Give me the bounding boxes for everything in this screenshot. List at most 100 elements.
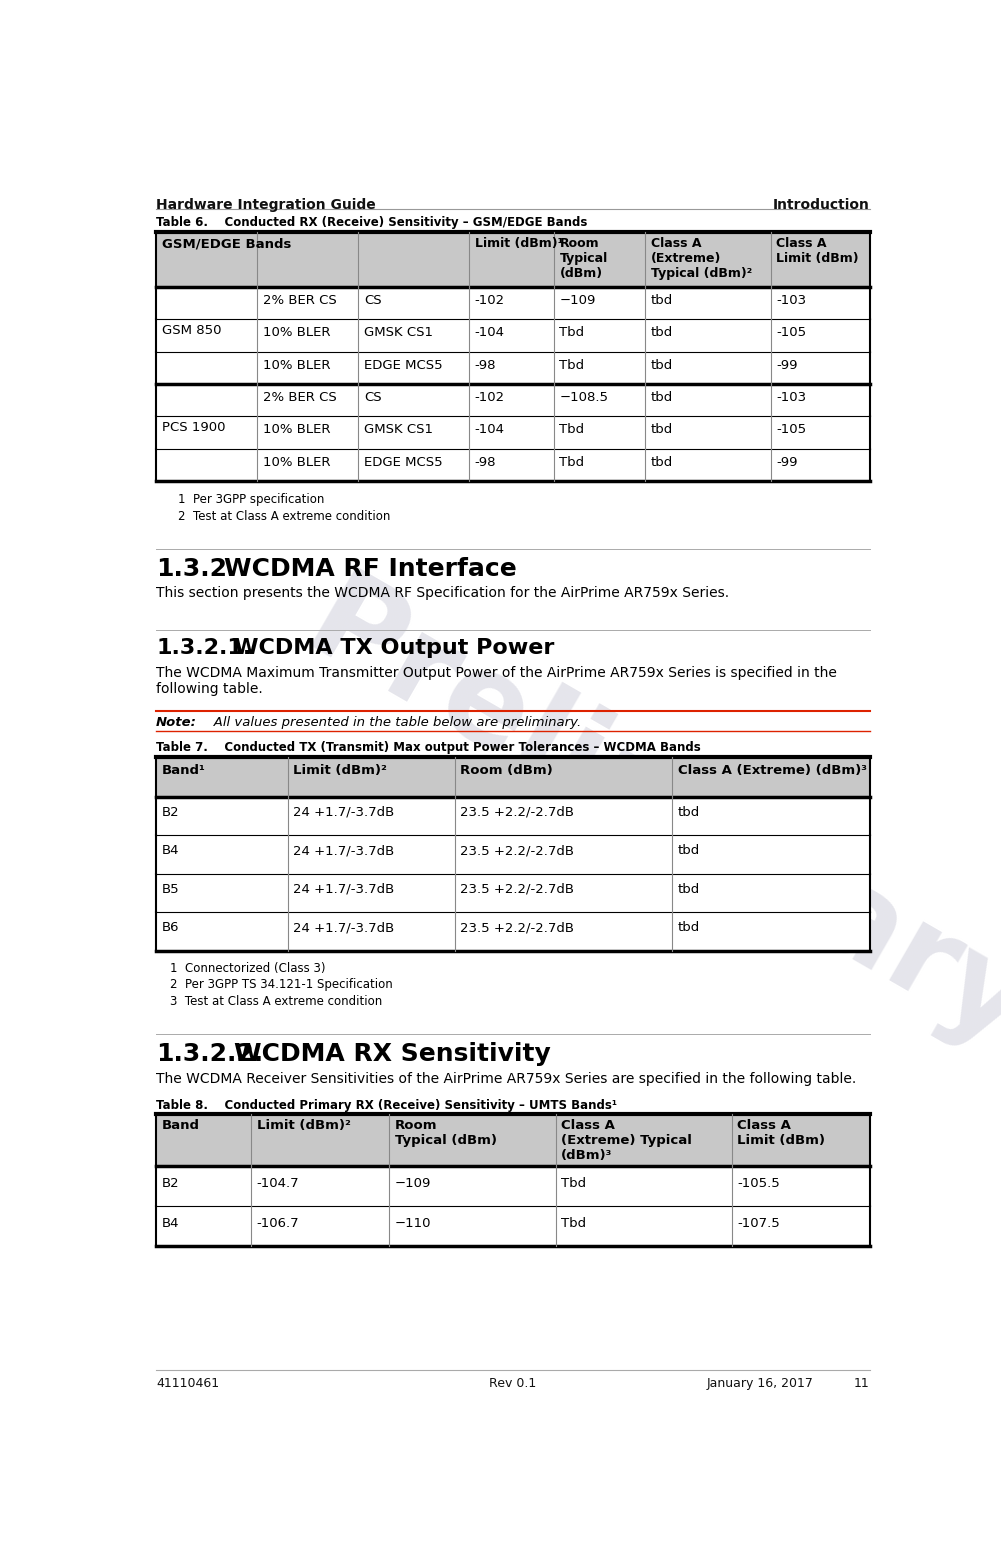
Text: 2  Per 3GPP TS 34.121-1 Specification: 2 Per 3GPP TS 34.121-1 Specification bbox=[170, 979, 392, 992]
Text: -105: -105 bbox=[776, 327, 806, 339]
Text: GSM 850: GSM 850 bbox=[161, 324, 221, 338]
Text: Preliminary: Preliminary bbox=[285, 563, 1001, 1076]
Text: EDGE MCS5: EDGE MCS5 bbox=[363, 455, 442, 469]
Text: 10% BLER: 10% BLER bbox=[262, 424, 330, 436]
Text: -102: -102 bbox=[474, 294, 505, 307]
Text: -104: -104 bbox=[474, 327, 505, 339]
Text: Hardware Integration Guide: Hardware Integration Guide bbox=[156, 199, 375, 213]
Text: 24 +1.7/-3.7dB: 24 +1.7/-3.7dB bbox=[293, 921, 394, 934]
Text: 1.3.2.1.: 1.3.2.1. bbox=[156, 638, 251, 658]
Text: EDGE MCS5: EDGE MCS5 bbox=[363, 358, 442, 372]
Text: tbd: tbd bbox=[678, 884, 700, 896]
Text: tbd: tbd bbox=[651, 327, 673, 339]
Text: tbd: tbd bbox=[651, 294, 673, 307]
Bar bbox=[156, 912, 870, 951]
Text: 2  Test at Class A extreme condition: 2 Test at Class A extreme condition bbox=[178, 510, 390, 524]
Text: -99: -99 bbox=[776, 358, 798, 372]
Text: -102: -102 bbox=[474, 391, 505, 404]
Text: Introduction: Introduction bbox=[773, 199, 870, 213]
Text: tbd: tbd bbox=[651, 455, 673, 469]
Text: GMSK CS1: GMSK CS1 bbox=[363, 424, 432, 436]
Text: 23.5 +2.2/-2.7dB: 23.5 +2.2/-2.7dB bbox=[460, 884, 575, 896]
Text: CS: CS bbox=[363, 294, 381, 307]
Text: Class A
Limit (dBm): Class A Limit (dBm) bbox=[738, 1120, 826, 1148]
Text: WCDMA TX Output Power: WCDMA TX Output Power bbox=[233, 638, 554, 658]
Text: Note:: Note: bbox=[156, 716, 197, 729]
Text: -104: -104 bbox=[474, 424, 505, 436]
Text: Room
Typical
(dBm): Room Typical (dBm) bbox=[560, 238, 608, 280]
Text: −108.5: −108.5 bbox=[560, 391, 609, 404]
Text: 11: 11 bbox=[854, 1378, 870, 1390]
Text: Rev 0.1: Rev 0.1 bbox=[489, 1378, 537, 1390]
Text: All values presented in the table below are preliminary.: All values presented in the table below … bbox=[201, 716, 582, 729]
Text: Room
Typical (dBm): Room Typical (dBm) bbox=[394, 1120, 496, 1148]
Text: tbd: tbd bbox=[651, 424, 673, 436]
Text: tbd: tbd bbox=[651, 391, 673, 404]
Text: The WCDMA Maximum Transmitter Output Power of the AirPrime AR759x Series is spec: The WCDMA Maximum Transmitter Output Pow… bbox=[156, 666, 837, 696]
Bar bbox=[156, 319, 870, 352]
Text: -105: -105 bbox=[776, 424, 806, 436]
Text: -98: -98 bbox=[474, 358, 496, 372]
Bar bbox=[156, 449, 870, 482]
Text: −109: −109 bbox=[560, 294, 596, 307]
Text: 1.3.2.2.: 1.3.2.2. bbox=[156, 1042, 263, 1065]
Text: Class A
(Extreme) Typical
(dBm)³: Class A (Extreme) Typical (dBm)³ bbox=[562, 1120, 692, 1162]
Text: 24 +1.7/-3.7dB: 24 +1.7/-3.7dB bbox=[293, 884, 394, 896]
Text: -104.7: -104.7 bbox=[256, 1178, 299, 1190]
Text: Table 6.    Conducted RX (Receive) Sensitivity – GSM/EDGE Bands: Table 6. Conducted RX (Receive) Sensitiv… bbox=[156, 216, 588, 230]
Text: 41110461: 41110461 bbox=[156, 1378, 219, 1390]
Text: 23.5 +2.2/-2.7dB: 23.5 +2.2/-2.7dB bbox=[460, 805, 575, 820]
Text: 1  Connectorized (Class 3): 1 Connectorized (Class 3) bbox=[170, 962, 325, 974]
Bar bbox=[156, 874, 870, 912]
Text: Class A
(Extreme)
Typical (dBm)²: Class A (Extreme) Typical (dBm)² bbox=[651, 238, 752, 280]
Bar bbox=[156, 1167, 870, 1206]
Text: Tbd: Tbd bbox=[560, 358, 585, 372]
Text: 1.3.2.: 1.3.2. bbox=[156, 557, 236, 580]
Text: B6: B6 bbox=[161, 921, 179, 934]
Bar bbox=[156, 835, 870, 874]
Text: GSM/EDGE Bands: GSM/EDGE Bands bbox=[161, 238, 291, 250]
Text: tbd: tbd bbox=[678, 805, 700, 820]
Text: B2: B2 bbox=[161, 805, 179, 820]
Text: -105.5: -105.5 bbox=[738, 1178, 780, 1190]
Text: Tbd: Tbd bbox=[562, 1178, 587, 1190]
Text: B4: B4 bbox=[161, 1217, 179, 1231]
Text: Tbd: Tbd bbox=[560, 424, 585, 436]
Text: -107.5: -107.5 bbox=[738, 1217, 780, 1231]
Text: Limit (dBm)¹: Limit (dBm)¹ bbox=[474, 238, 563, 250]
Text: -99: -99 bbox=[776, 455, 798, 469]
Text: Class A
Limit (dBm): Class A Limit (dBm) bbox=[776, 238, 859, 264]
Text: 24 +1.7/-3.7dB: 24 +1.7/-3.7dB bbox=[293, 805, 394, 820]
Bar bbox=[156, 1114, 870, 1167]
Text: B2: B2 bbox=[161, 1178, 179, 1190]
Text: 10% BLER: 10% BLER bbox=[262, 358, 330, 372]
Text: WCDMA RX Sensitivity: WCDMA RX Sensitivity bbox=[233, 1042, 551, 1065]
Text: The WCDMA Receiver Sensitivities of the AirPrime AR759x Series are specified in : The WCDMA Receiver Sensitivities of the … bbox=[156, 1073, 857, 1087]
Text: Class A (Extreme) (dBm)³: Class A (Extreme) (dBm)³ bbox=[678, 765, 867, 777]
Text: −109: −109 bbox=[394, 1178, 431, 1190]
Text: PCS 1900: PCS 1900 bbox=[161, 421, 225, 435]
Text: 10% BLER: 10% BLER bbox=[262, 455, 330, 469]
Text: tbd: tbd bbox=[678, 845, 700, 857]
Text: 2% BER CS: 2% BER CS bbox=[262, 294, 336, 307]
Text: 1  Per 3GPP specification: 1 Per 3GPP specification bbox=[178, 493, 324, 507]
Bar bbox=[156, 1206, 870, 1247]
Text: This section presents the WCDMA RF Specification for the AirPrime AR759x Series.: This section presents the WCDMA RF Speci… bbox=[156, 586, 730, 599]
Bar bbox=[156, 231, 870, 288]
Text: Tbd: Tbd bbox=[560, 327, 585, 339]
Text: Band¹: Band¹ bbox=[161, 765, 205, 777]
Bar bbox=[156, 796, 870, 835]
Bar bbox=[156, 352, 870, 385]
Text: 23.5 +2.2/-2.7dB: 23.5 +2.2/-2.7dB bbox=[460, 845, 575, 857]
Bar bbox=[156, 757, 870, 796]
Text: CS: CS bbox=[363, 391, 381, 404]
Text: 10% BLER: 10% BLER bbox=[262, 327, 330, 339]
Text: B5: B5 bbox=[161, 884, 179, 896]
Text: Limit (dBm)²: Limit (dBm)² bbox=[256, 1120, 350, 1132]
Text: Table 7.    Conducted TX (Transmit) Max output Power Tolerances – WCDMA Bands: Table 7. Conducted TX (Transmit) Max out… bbox=[156, 741, 701, 754]
Text: Limit (dBm)²: Limit (dBm)² bbox=[293, 765, 387, 777]
Text: GMSK CS1: GMSK CS1 bbox=[363, 327, 432, 339]
Text: WCDMA RF Interface: WCDMA RF Interface bbox=[224, 557, 518, 580]
Text: 3  Test at Class A extreme condition: 3 Test at Class A extreme condition bbox=[170, 995, 382, 1009]
Text: 2% BER CS: 2% BER CS bbox=[262, 391, 336, 404]
